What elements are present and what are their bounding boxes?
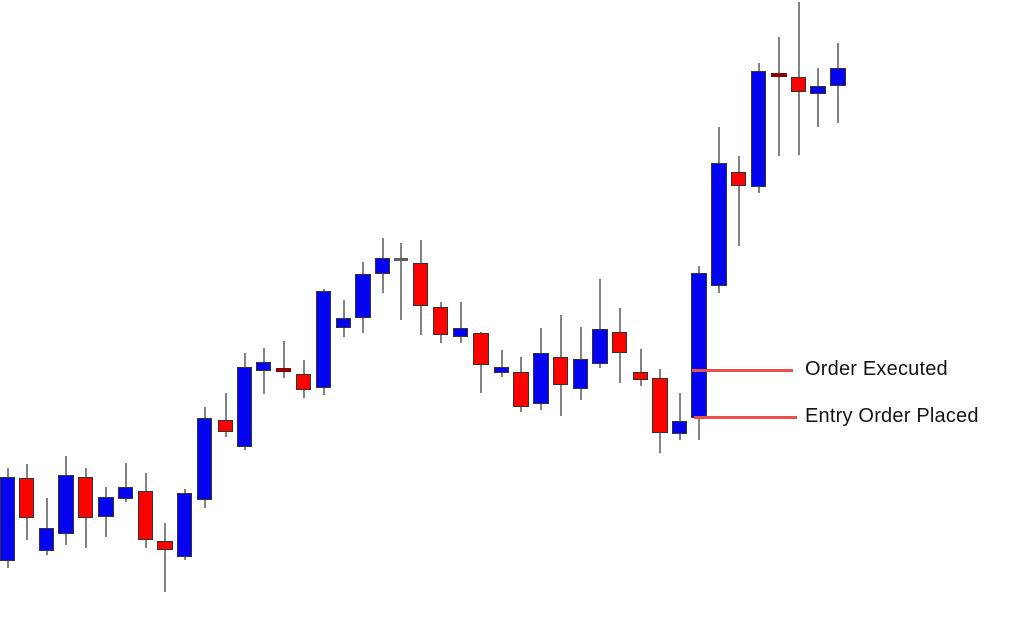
candle-wick bbox=[778, 37, 780, 156]
candle-body-down bbox=[633, 372, 648, 380]
candle-wick bbox=[164, 523, 166, 592]
candle-body-up bbox=[691, 273, 707, 418]
candle-body-down bbox=[731, 172, 746, 186]
candle-body-down bbox=[513, 372, 529, 407]
candle-body-up bbox=[592, 329, 608, 364]
candle-body-up bbox=[533, 353, 549, 404]
candle-body-up bbox=[830, 68, 846, 86]
candle-body-up bbox=[494, 367, 509, 373]
candle-body-up bbox=[810, 86, 826, 94]
candle-body-down bbox=[791, 77, 806, 92]
candle-body-up bbox=[375, 258, 390, 274]
candle-body-doji_red bbox=[771, 73, 787, 77]
candle-body-up bbox=[672, 421, 687, 434]
candle-body-up bbox=[58, 475, 74, 534]
candle-body-down bbox=[296, 374, 311, 390]
candle-wick bbox=[282, 341, 285, 378]
candle-body-up bbox=[197, 418, 212, 500]
candle-body-down bbox=[78, 477, 93, 518]
candle-body-up bbox=[316, 291, 331, 388]
annotation-label-order-executed: Order Executed bbox=[805, 358, 948, 380]
candle-wick bbox=[817, 68, 819, 127]
candle-body-down bbox=[553, 357, 568, 385]
candle-body-up bbox=[39, 528, 54, 551]
candle-body-doji_red bbox=[276, 368, 291, 372]
candle-wick bbox=[400, 243, 402, 320]
candle-body-up bbox=[256, 362, 271, 371]
candle-body-up bbox=[118, 487, 133, 499]
candle-wick bbox=[262, 348, 265, 394]
candle-body-down bbox=[138, 491, 153, 540]
annotation-label-entry-order-placed: Entry Order Placed bbox=[805, 405, 979, 427]
candle-body-up bbox=[336, 318, 351, 328]
candle-wick bbox=[737, 156, 740, 246]
candle-body-down bbox=[433, 307, 448, 335]
candle-wick bbox=[124, 463, 127, 502]
candle-body-down bbox=[652, 378, 668, 433]
candle-body-down bbox=[157, 541, 173, 550]
candle-body-up bbox=[98, 497, 114, 517]
candle-wick bbox=[678, 393, 681, 440]
candle-body-up bbox=[177, 493, 192, 557]
candle-body-down bbox=[612, 332, 627, 353]
candle-wick bbox=[45, 498, 48, 555]
candle-body-up bbox=[453, 328, 468, 337]
candle-body-up bbox=[237, 367, 252, 447]
candle-body-up bbox=[711, 163, 727, 286]
candle-wick bbox=[500, 350, 503, 377]
candle-wick bbox=[459, 302, 462, 343]
annotation-line-1 bbox=[694, 416, 797, 419]
candle-body-down bbox=[473, 333, 489, 365]
annotation-line-0 bbox=[692, 369, 793, 372]
candle-body-down bbox=[19, 478, 34, 518]
candle-wick bbox=[599, 279, 601, 368]
candle-body-up bbox=[355, 274, 371, 318]
candle-body-up bbox=[0, 477, 15, 561]
candle-body-down bbox=[218, 420, 233, 432]
candle-body-down bbox=[413, 263, 428, 306]
candle-body-up bbox=[573, 359, 588, 389]
candle-body-doji_gray bbox=[394, 258, 408, 261]
candle-wick bbox=[224, 393, 227, 437]
candle-wick bbox=[639, 349, 642, 386]
candle-body-up bbox=[751, 71, 766, 187]
